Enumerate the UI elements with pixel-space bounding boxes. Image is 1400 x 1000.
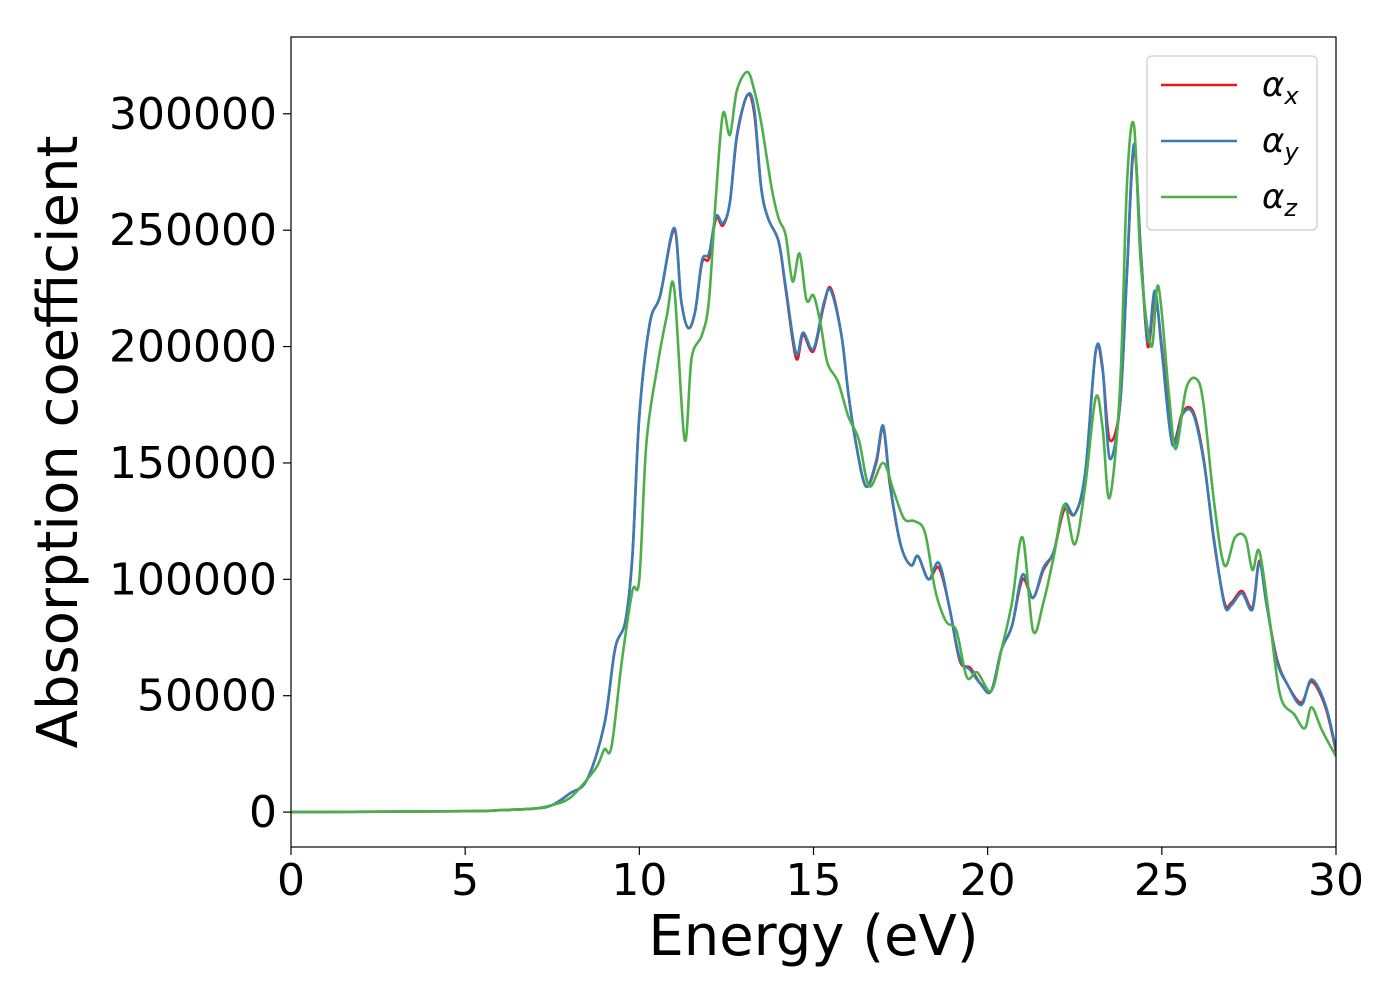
y-tick-label: 150000 bbox=[109, 438, 277, 489]
x-tick-label: 25 bbox=[1134, 855, 1190, 906]
y-tick-label: 50000 bbox=[137, 671, 277, 722]
x-tick-label: 30 bbox=[1308, 855, 1364, 906]
legend-label-z: αz bbox=[1262, 177, 1298, 222]
legend: αx αy αz bbox=[1146, 55, 1318, 231]
x-axis-title: Energy (eV) bbox=[648, 904, 978, 969]
y-axis: 0 50000 100000 150000 200000 250000 300000 bbox=[109, 89, 291, 838]
x-tick-label: 10 bbox=[611, 855, 667, 906]
x-tick-label: 0 bbox=[277, 855, 305, 906]
y-axis-title: Absorption coefficient bbox=[26, 136, 91, 749]
y-tick-label: 250000 bbox=[109, 205, 277, 256]
x-tick-label: 20 bbox=[960, 855, 1016, 906]
series-line-z bbox=[291, 70, 1336, 814]
legend-label-y: αy bbox=[1262, 121, 1299, 166]
y-tick-label: 300000 bbox=[109, 89, 277, 140]
x-tick-label: 15 bbox=[786, 855, 842, 906]
legend-box bbox=[1146, 55, 1318, 231]
series-layer bbox=[291, 70, 1336, 814]
y-tick-label: 0 bbox=[249, 787, 277, 838]
x-tick-label: 5 bbox=[451, 855, 479, 906]
legend-label-x: αx bbox=[1262, 65, 1299, 110]
y-tick-label: 200000 bbox=[109, 322, 277, 373]
x-axis: 0 5 10 15 20 25 30 bbox=[277, 847, 1364, 906]
y-tick-label: 100000 bbox=[109, 554, 277, 605]
